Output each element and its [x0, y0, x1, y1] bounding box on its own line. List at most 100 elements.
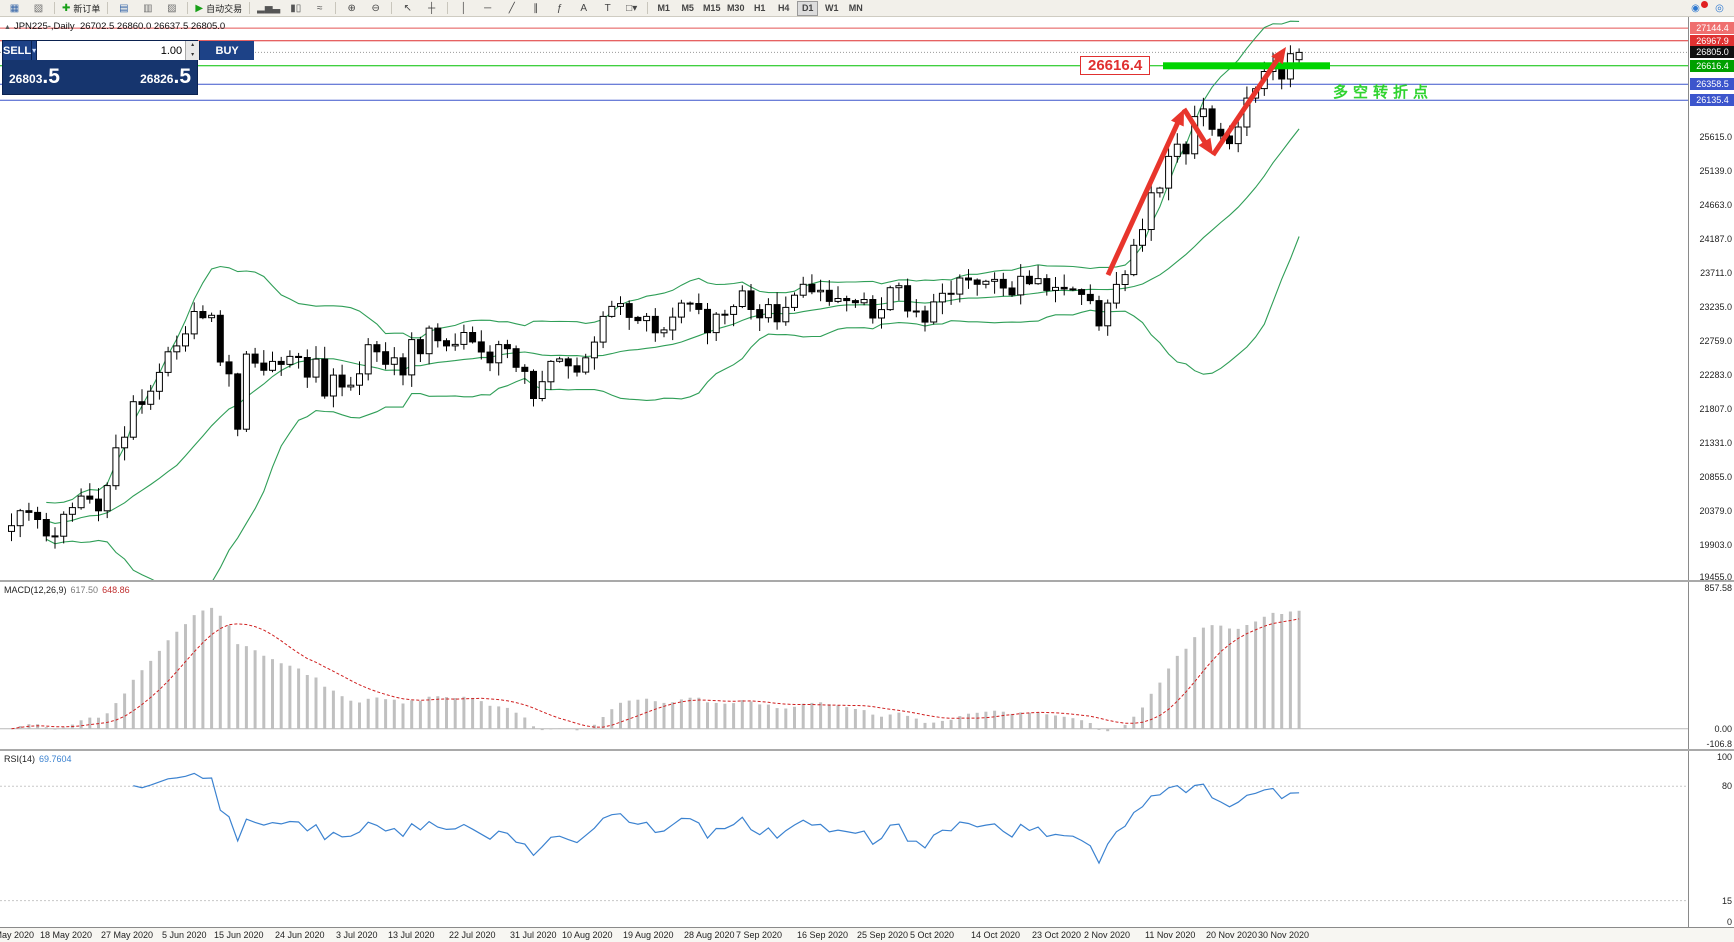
price-tick: 25615.0 — [1699, 132, 1732, 142]
price-tag: 26135.4 — [1690, 94, 1734, 106]
navigator-icon[interactable]: ▨ — [160, 0, 183, 17]
timeframe-h4[interactable]: H4 — [777, 2, 790, 13]
profiles-icon[interactable]: ▧ — [27, 0, 50, 17]
buy-button[interactable]: BUY — [199, 41, 255, 60]
toolbar-separator — [335, 2, 337, 14]
pane-separator[interactable] — [0, 749, 1734, 751]
date-label: 18 May 2020 — [40, 930, 93, 940]
price-tick: 19455.0 — [1699, 572, 1732, 582]
date-label: 22 Jul 2020 — [449, 930, 496, 940]
zoom-out-icon[interactable]: ⊖ — [364, 0, 387, 17]
volume-box: ▴ ▾ — [37, 41, 200, 60]
line-chart-icon[interactable]: ≈ — [308, 0, 331, 17]
main-chart-pane: ▲ JPN225-,Daily 26702.5 26860.0 26637.5 2… — [0, 17, 1734, 582]
timeframe-m30[interactable]: M30 — [726, 2, 745, 13]
price-tick: 24663.0 — [1699, 200, 1732, 210]
sell-button[interactable]: SELL — [3, 41, 33, 60]
timeframe-m15[interactable]: M15 — [702, 2, 721, 13]
new-chart-icon[interactable]: ▦ — [3, 0, 26, 17]
price-tick: 20855.0 — [1699, 472, 1732, 482]
zoom-in-icon: ⊕ — [347, 2, 356, 14]
annotation-text[interactable]: 多空转折点 — [1333, 84, 1434, 101]
macd-scale-tick: 857.58 — [1704, 583, 1732, 593]
crosshair-icon[interactable]: ┼ — [420, 0, 443, 17]
volume-stepper: ▴ ▾ — [185, 41, 200, 60]
timeframe-h1[interactable]: H1 — [753, 2, 766, 13]
main-chart[interactable] — [0, 17, 1688, 580]
crosshair-icon: ┼ — [428, 2, 436, 14]
date-label: 31 Jul 2020 — [510, 930, 557, 940]
toolbar-separator — [107, 2, 109, 14]
price-tick: 22759.0 — [1699, 336, 1732, 346]
text-label-icon[interactable]: T — [596, 0, 619, 17]
expand-icon[interactable]: ▲ — [4, 24, 11, 31]
cursor-icon[interactable]: ↖ — [396, 0, 419, 17]
rsi-svg — [0, 772, 1688, 902]
date-label: 7 Sep 2020 — [736, 930, 783, 940]
vertical-line-icon[interactable]: │ — [452, 0, 475, 17]
bar-chart-icon[interactable]: ▂▅▃ — [254, 0, 283, 17]
community-icon: ◎ — [1715, 2, 1724, 14]
horizontal-line-icon[interactable]: ─ — [476, 0, 499, 17]
price-tick: 25139.0 — [1699, 166, 1732, 176]
fibonacci-icon[interactable]: ƒ — [548, 0, 571, 17]
channel-icon[interactable]: ∥ — [524, 0, 547, 17]
date-label: 13 Jul 2020 — [388, 930, 435, 940]
timeframe-m5[interactable]: M5 — [681, 2, 694, 13]
autotrading-button[interactable]: ▶ 自动交易 — [192, 0, 245, 17]
price-tick: 19903.0 — [1699, 540, 1732, 550]
rsi-chart[interactable] — [0, 751, 1688, 927]
new-order-button[interactable]: ✚ 新订单 — [59, 0, 103, 17]
timeframe-d1[interactable]: D1 — [797, 0, 819, 16]
trendline-icon[interactable]: ╱ — [500, 0, 523, 17]
macd-chart[interactable] — [0, 582, 1688, 749]
timeframe-m1[interactable]: M1 — [657, 2, 670, 13]
rsi-label: RSI(14) 69.7604 — [4, 754, 72, 764]
date-label: 23 Oct 2020 — [1032, 930, 1082, 940]
macd-pane: MACD(12,26,9) 617.50 648.86 857.58 0.00 -106… — [0, 582, 1734, 749]
rsi-scale-tick: 0 — [1726, 917, 1732, 927]
timeframe-w1[interactable]: W1 — [824, 2, 839, 13]
support-price-label[interactable]: 26616.4 — [1080, 56, 1151, 75]
autotrading-button: ▶ — [195, 2, 204, 14]
market-watch-icon[interactable]: ▤ — [112, 0, 135, 17]
rsi-scale-tick: 80 — [1721, 781, 1732, 791]
toolbar-separator — [447, 2, 449, 14]
date-label: 11 Nov 2020 — [1145, 930, 1196, 940]
price-tag: 27144.4 — [1690, 22, 1734, 34]
data-window-icon[interactable]: ▥ — [136, 0, 159, 17]
new-order-button: ✚ — [62, 2, 71, 14]
price-axis[interactable]: 25615.0 25139.0 24663.0 24187.0 23711.0 23235… — [1688, 17, 1734, 582]
community-icon[interactable]: ◎ — [1708, 0, 1731, 17]
volume-decrease-button[interactable]: ▾ — [186, 50, 200, 60]
pane-separator[interactable] — [0, 580, 1734, 582]
text-icon[interactable]: A — [572, 0, 595, 17]
macd-scale-tick: -106.8 — [1706, 739, 1732, 749]
horizontal-line-icon: ─ — [484, 2, 492, 14]
date-label: 27 May 2020 — [101, 930, 154, 940]
volume-input[interactable] — [37, 41, 186, 60]
price-tick: 24187.0 — [1699, 234, 1732, 244]
macd-svg — [0, 607, 1688, 732]
macd-axis[interactable]: 857.58 0.00 -106.8 — [1688, 582, 1734, 749]
zoom-in-icon[interactable]: ⊕ — [340, 0, 363, 17]
rsi-axis[interactable]: 100 80 15 0 — [1688, 751, 1734, 927]
cursor-icon: ↖ — [403, 2, 412, 14]
notifications-icon[interactable]: ◉ — [1684, 0, 1708, 17]
timeframe-mn[interactable]: MN — [848, 2, 863, 13]
ohlc-values: 26702.5 26860.0 26637.5 26805.0 — [79, 21, 226, 32]
rsi-scale-tick: 15 — [1721, 896, 1732, 906]
buy-price: 26826.5 — [140, 65, 191, 88]
one-click-trading-panel: SELL ▾ ▴ ▾ BUY 26803.5 26826.5 — [2, 40, 255, 95]
date-label: 28 Aug 2020 — [684, 930, 735, 940]
candlestick-chart-icon[interactable]: ▮▯ — [284, 0, 307, 17]
toolbar-separator — [647, 2, 649, 14]
shapes-icon[interactable]: □▾ — [620, 0, 643, 17]
macd-label: MACD(12,26,9) 617.50 648.86 — [4, 585, 130, 595]
price-tick: 21331.0 — [1699, 438, 1732, 448]
volume-increase-button[interactable]: ▴ — [186, 41, 200, 51]
time-axis[interactable]: 8 May 2020 18 May 2020 27 May 2020 5 Jun 20… — [0, 927, 1734, 942]
new-order-button-label: 新订单 — [73, 3, 101, 14]
date-label: 30 Nov 2020 — [1258, 930, 1310, 940]
order-type-dropdown[interactable]: ▾ — [32, 41, 38, 60]
